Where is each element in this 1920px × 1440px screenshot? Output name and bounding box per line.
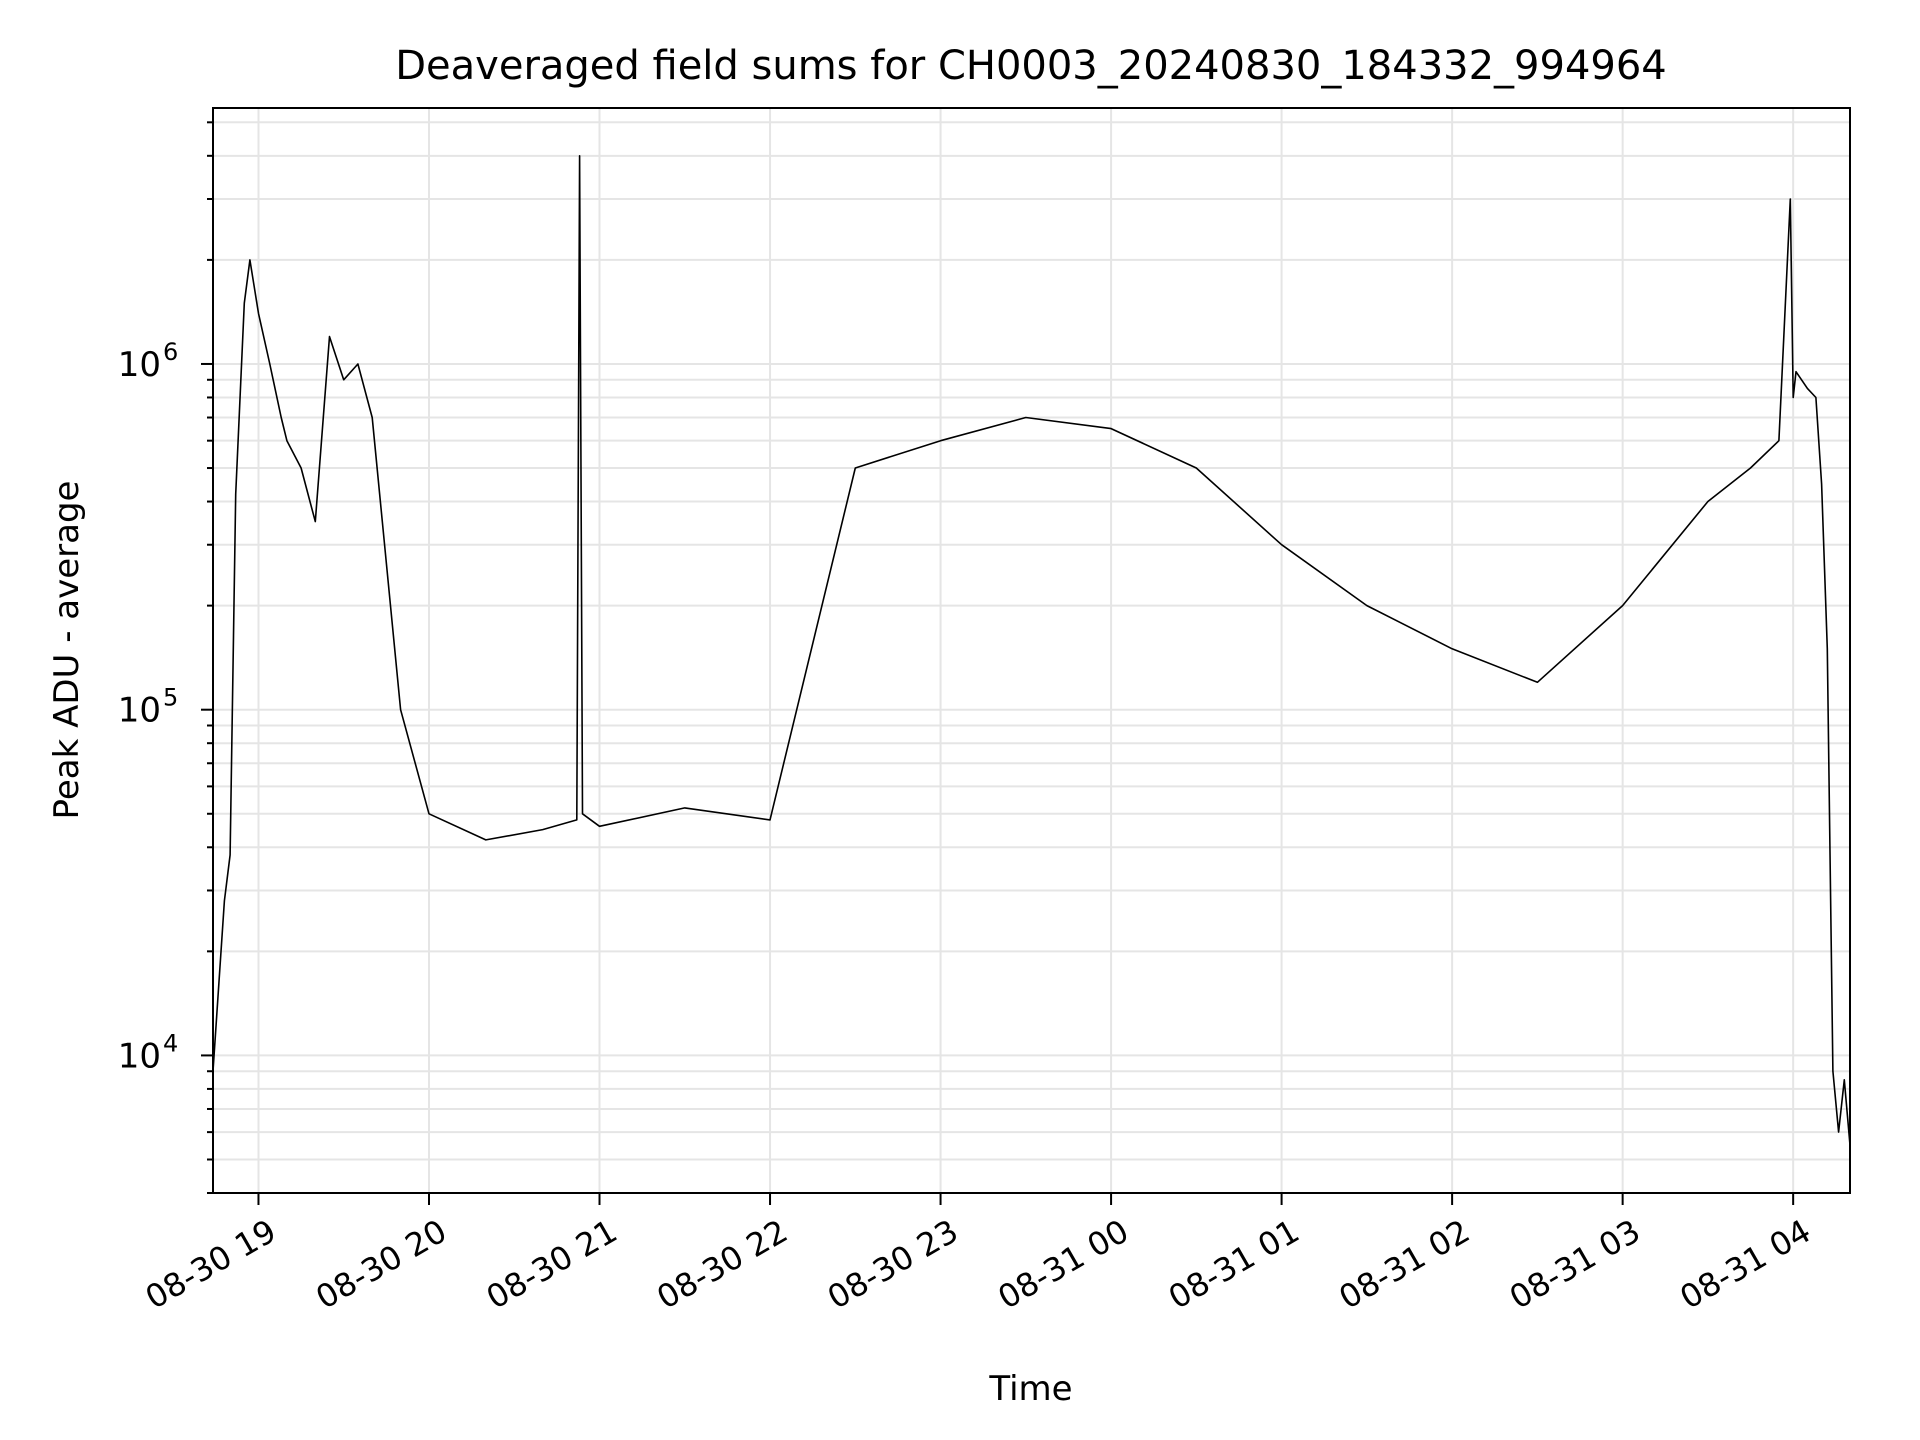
x-tick-label: 08-31 01 [1162, 1212, 1306, 1317]
x-axis: 08-30 19 08-30 20 08-30 21 08-30 22 08-30 23… [139, 1193, 1817, 1317]
x-tick-label: 08-30 21 [480, 1212, 624, 1317]
y-tick-label-exponent: 4 [163, 1029, 178, 1057]
chart-title: Deaveraged field sums for CH0003_2024083… [395, 43, 1667, 89]
x-tick-label: 08-31 03 [1503, 1212, 1647, 1317]
x-tick-label: 08-30 23 [821, 1212, 965, 1317]
y-tick-label: 10 [118, 1036, 161, 1076]
y-tick-label: 10 [118, 691, 161, 731]
x-tick-label: 08-31 00 [991, 1212, 1135, 1317]
series-line-layer [212, 155, 1851, 1146]
x-tick-label: 08-31 02 [1333, 1212, 1477, 1317]
x-tick-label: 08-31 04 [1674, 1212, 1818, 1317]
series-line [212, 155, 1851, 1146]
y-axis-label: Peak ADU - average [47, 481, 87, 820]
y-tick-label-exponent: 5 [163, 684, 178, 712]
y-tick-label: 10 [118, 345, 161, 385]
y-tick-label-exponent: 6 [163, 338, 178, 366]
plot-background [213, 108, 1850, 1193]
x-axis-label: Time [988, 1369, 1072, 1409]
x-tick-label: 08-30 22 [650, 1212, 794, 1317]
x-tick-label: 08-30 20 [309, 1212, 453, 1317]
plot-frame [212, 107, 1851, 1194]
x-tick-label: 08-30 19 [139, 1212, 283, 1317]
grid [213, 108, 1850, 1194]
